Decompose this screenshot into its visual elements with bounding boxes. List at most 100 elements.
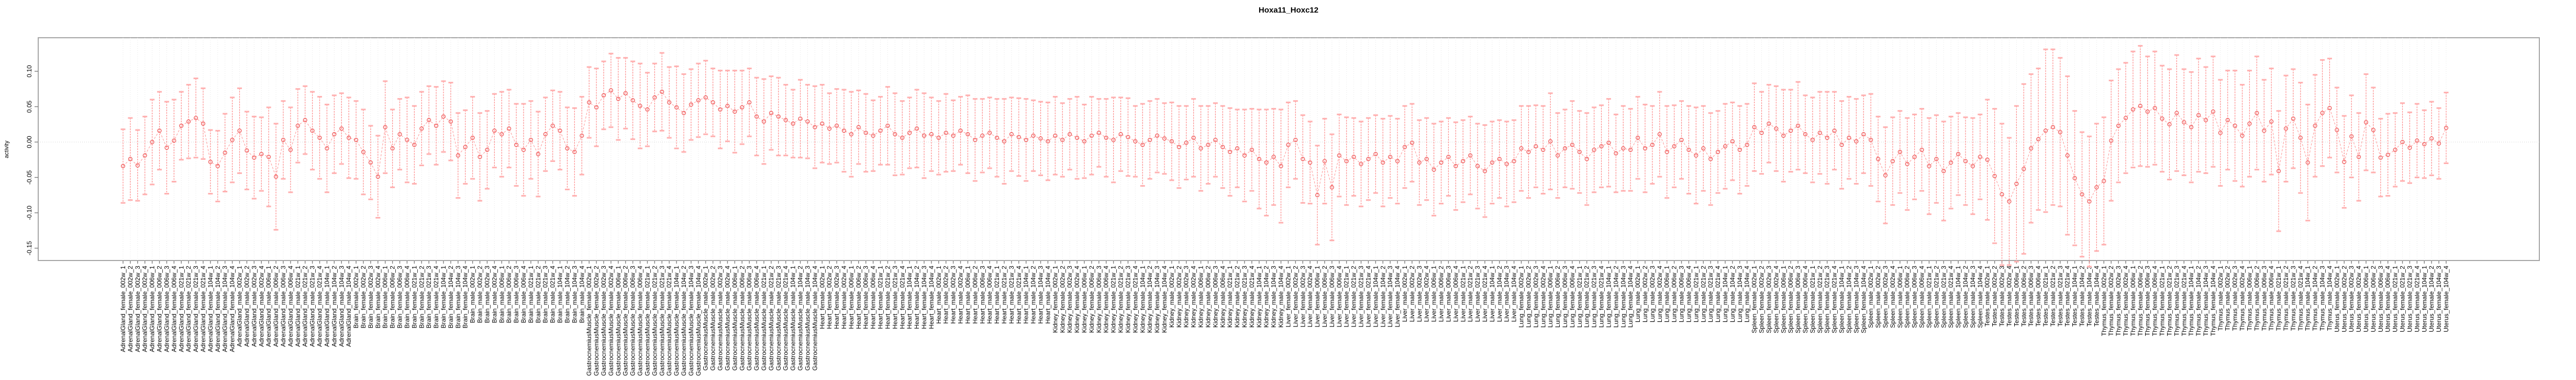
x-tick-label: Thymus_female_104w_2 — [2195, 266, 2202, 336]
mean-marker — [1599, 144, 1604, 149]
x-tick-label: Thymus_female_104w_3 — [2202, 266, 2209, 336]
x-tick-label: Liver_male_021w_2 — [1467, 266, 1474, 322]
mean-marker — [681, 111, 686, 115]
x-tick-label: AdrenalGland_male_104w_1 — [323, 266, 330, 347]
x-tick-label: Brain_female_006w_3 — [396, 266, 404, 329]
x-tick-label: Kidney_female_002w_3 — [1066, 266, 1073, 333]
x-tick-label: Thymus_male_021w_1 — [2275, 266, 2282, 331]
mean-marker — [1789, 128, 1793, 133]
mean-marker — [1074, 135, 1080, 140]
mean-marker — [434, 123, 439, 128]
x-tick-label: Spleen_female_006w_1 — [1780, 266, 1787, 333]
x-tick-label: GastrocnemiusMuscle_female_021w_3 — [658, 266, 665, 376]
x-tick-label: Heart_female_006w_2 — [855, 266, 862, 329]
mean-marker — [1875, 157, 1881, 161]
mean-marker — [987, 131, 992, 135]
x-tick-label: GastrocnemiusMuscle_female_104w_4 — [695, 266, 702, 376]
x-tick-label: Lung_male_021w_1 — [1692, 266, 1700, 322]
mean-marker — [2123, 116, 2128, 121]
mean-marker — [914, 126, 919, 131]
mean-marker — [1329, 185, 1335, 190]
mean-marker — [1031, 133, 1036, 138]
x-tick-label: Lung_male_104w_1 — [1722, 266, 1729, 322]
x-tick-label: Liver_female_104w_2 — [1379, 266, 1386, 328]
x-tick-label: Thymus_female_021w_1 — [2159, 266, 2166, 336]
mean-marker — [2385, 153, 2390, 157]
mean-marker — [353, 137, 359, 143]
x-tick-label: GastrocnemiusMuscle_male_006w_2 — [738, 266, 746, 371]
mean-marker — [1046, 139, 1050, 144]
x-tick-label: Lung_female_006w_1 — [1547, 266, 1554, 328]
mean-marker — [2400, 139, 2405, 145]
x-tick-label: Heart_female_104w_1 — [906, 266, 913, 329]
x-tick-label: Uterus_female_021w_3 — [2406, 266, 2413, 332]
mean-marker — [1869, 137, 1873, 143]
mean-marker — [1249, 147, 1254, 152]
mean-marker — [1461, 159, 1465, 164]
x-tick-label: Kidney_female_006w_4 — [1103, 266, 1110, 333]
mean-marker — [2255, 111, 2259, 115]
x-tick-label: Brain_female_021w_3 — [425, 266, 432, 329]
x-tick-label: AdrenalGland_male_006w_4 — [287, 266, 294, 347]
mean-marker — [849, 132, 854, 137]
x-tick-label: Uterus_female_002w_1 — [2333, 266, 2340, 332]
x-tick-label: Spleen_male_002w_1 — [1867, 266, 1874, 328]
mean-marker — [1541, 147, 1546, 152]
mean-marker — [1810, 137, 1815, 143]
mean-marker — [2283, 126, 2289, 131]
mean-marker — [1133, 139, 1138, 144]
x-tick-label: Heart_female_006w_1 — [848, 266, 855, 329]
x-tick-label: Spleen_female_104w_1 — [1838, 266, 1846, 333]
x-tick-label: Spleen_male_006w_2 — [1904, 266, 1911, 328]
x-tick-label: AdrenalGland_female_021w_3 — [192, 266, 199, 352]
mean-marker — [1118, 132, 1123, 137]
mean-marker — [2022, 167, 2026, 171]
mean-marker — [1301, 157, 1305, 161]
mean-marker — [638, 104, 642, 108]
mean-marker — [1861, 132, 1866, 137]
mean-marker — [412, 143, 417, 147]
x-tick-label: Brain_male_104w_4 — [578, 266, 585, 323]
x-tick-label: Testes_male_021w_3 — [2057, 266, 2064, 327]
mean-marker — [1213, 137, 1218, 143]
mean-marker — [1337, 153, 1341, 158]
mean-marker — [2080, 192, 2084, 197]
x-tick-label: Spleen_female_002w_2 — [1758, 266, 1766, 333]
mean-marker — [295, 123, 300, 128]
x-tick-label: Brain_female_006w_2 — [389, 266, 396, 329]
x-tick-label: Brain_male_104w_1 — [557, 266, 564, 323]
mean-marker — [747, 100, 752, 105]
mean-marker — [1068, 132, 1072, 137]
x-tick-label: Kidney_female_002w_4 — [1073, 266, 1081, 333]
x-tick-label: Lung_female_104w_1 — [1605, 266, 1612, 328]
mean-marker — [2327, 106, 2332, 111]
mean-marker — [1482, 169, 1487, 173]
mean-marker — [1359, 161, 1363, 166]
x-tick-label: Lung_male_002w_1 — [1634, 266, 1641, 322]
mean-marker — [2087, 199, 2092, 204]
mean-marker — [1890, 159, 1895, 164]
mean-marker — [1737, 147, 1742, 152]
x-tick-label: AdrenalGland_male_002w_2 — [243, 266, 250, 347]
axes-layer: AdrenalGland_female_002w_1 AdrenalGland_f… — [26, 65, 2450, 376]
x-tick-label: Thymus_female_006w_4 — [2151, 266, 2159, 336]
x-tick-label: GastrocnemiusMuscle_female_021w_1 — [643, 266, 651, 376]
mean-marker — [2422, 142, 2427, 147]
mean-marker — [1934, 157, 1939, 161]
x-tick-label: Thymus_male_104w_3 — [2319, 266, 2326, 331]
mean-marker — [689, 102, 694, 107]
x-tick-label: Kidney_male_006w_2 — [1204, 266, 1212, 328]
x-tick-label: Kidney_male_006w_4 — [1219, 266, 1226, 328]
mean-marker — [674, 105, 679, 110]
mean-marker — [1825, 135, 1829, 140]
mean-marker — [936, 135, 941, 140]
mean-marker — [761, 119, 767, 124]
mean-marker — [921, 133, 927, 138]
mean-marker — [536, 151, 540, 157]
mean-marker — [1395, 159, 1400, 164]
x-tick-label: Testes_male_104w_4 — [2093, 266, 2100, 327]
x-tick-label: Thymus_male_104w_1 — [2304, 266, 2312, 331]
x-tick-label: Spleen_male_104w_4 — [1977, 266, 1984, 328]
x-tick-label: Spleen_female_006w_3 — [1794, 266, 1802, 333]
mean-marker — [667, 100, 672, 105]
